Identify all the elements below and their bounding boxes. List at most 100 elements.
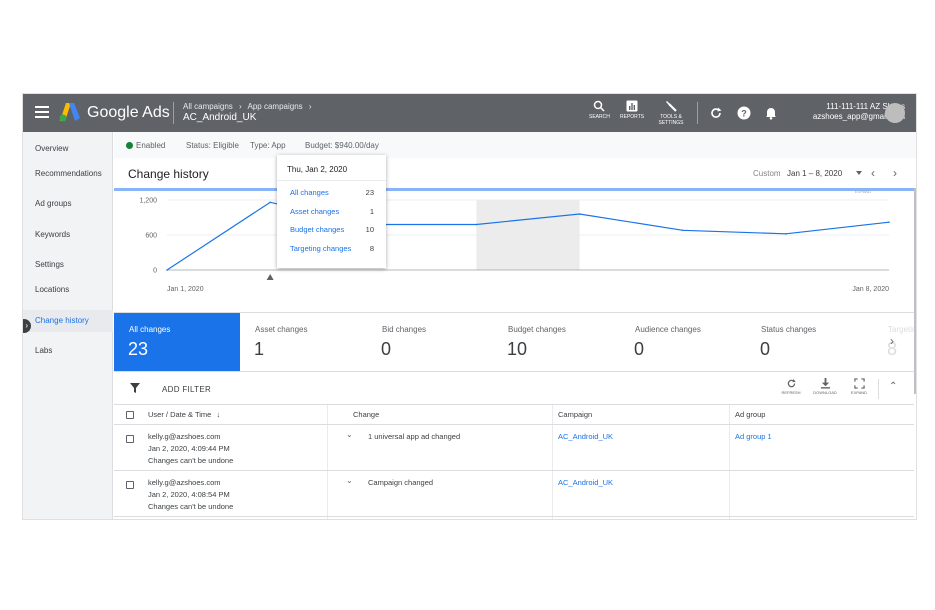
selected-date-marker-icon <box>266 274 274 280</box>
brand-name: Google Ads <box>87 104 170 121</box>
expand-row-chevron-icon[interactable]: ⌄ <box>346 476 353 485</box>
ad-group-link[interactable]: Ad group 1 <box>735 432 772 441</box>
change-description: 1 universal app ad changed <box>368 432 461 441</box>
sidebar-item-settings[interactable]: Settings <box>35 260 64 269</box>
card-value: 23 <box>128 339 149 359</box>
tooltip-row-all-changes[interactable]: All changes 23 <box>290 188 374 198</box>
chart-data-point[interactable] <box>578 213 581 215</box>
filter-icon[interactable] <box>130 383 140 393</box>
campaign-link[interactable]: AC_Android_UK <box>558 432 614 441</box>
tooltip-row-asset-changes[interactable]: Asset changes 1 <box>290 207 374 217</box>
enabled-status[interactable]: Enabled <box>136 141 166 150</box>
breadcrumb-all-campaigns[interactable]: All campaigns <box>183 102 233 111</box>
tooltip-row-targeting-changes[interactable]: Targeting changes 8 <box>290 244 374 254</box>
card-bid-changes[interactable]: Bid changes 0 <box>367 313 493 371</box>
column-divider <box>552 405 553 519</box>
cards-next-chevron-icon[interactable]: › <box>890 334 894 348</box>
chart-data-point[interactable] <box>269 201 271 204</box>
toolbar-divider <box>697 102 698 124</box>
chart-data-point[interactable] <box>888 221 890 223</box>
sidebar-item-ad-groups[interactable]: Ad groups <box>35 199 72 208</box>
row-checkbox[interactable] <box>126 435 134 443</box>
user-datetime-cell: kelly.g@azshoes.com Jan 2, 2020, 4:08:54… <box>148 471 233 517</box>
date-dropdown-caret-icon[interactable] <box>856 171 862 175</box>
user-email: kelly.g@azshoes.com <box>148 478 221 487</box>
reports-button[interactable]: REPORTS <box>620 100 644 120</box>
tooltip-value: 8 <box>369 244 374 253</box>
chart-data-point[interactable] <box>785 233 787 235</box>
card-asset-changes[interactable]: Asset changes 1 <box>240 313 366 371</box>
top-bar: Google Ads All campaigns › App campaigns… <box>23 94 916 132</box>
expand-row-chevron-icon[interactable]: ⌄ <box>346 430 353 439</box>
chart-expand-label[interactable]: EXPAND <box>855 189 872 194</box>
undo-note: Changes can't be undone <box>148 502 234 511</box>
breadcrumb-app-campaigns[interactable]: App campaigns <box>247 102 303 111</box>
expand-button[interactable]: EXPAND <box>846 378 872 395</box>
change-summary-cards: All changes 23 Asset changes 1 Bid chang… <box>114 312 914 372</box>
card-budget-changes[interactable]: Budget changes 10 <box>493 313 619 371</box>
sort-arrow-down-icon[interactable]: ↓ <box>216 410 221 419</box>
user-datetime-cell: kelly.g@azshoes.com Jan 2, 2020, 4:09:44… <box>148 425 233 471</box>
sidebar-item-change-history[interactable]: Change history <box>23 310 113 332</box>
user-email: kelly.g@azshoes.com <box>148 432 221 441</box>
table-row: kelly.g@azshoes.com Jan 2, 2020, 4:08:54… <box>114 471 914 517</box>
refresh-icon[interactable] <box>709 106 723 120</box>
y-axis-tick-label: 1,200 <box>139 198 157 205</box>
chart-top-accent <box>114 188 914 191</box>
card-all-changes[interactable]: All changes 23 <box>114 313 240 371</box>
card-label: Status changes <box>761 325 817 334</box>
add-filter-button[interactable]: ADD FILTER <box>162 385 212 394</box>
menu-icon[interactable] <box>35 106 49 118</box>
column-header-campaign[interactable]: Campaign <box>558 410 593 419</box>
chart-data-point[interactable] <box>681 229 684 232</box>
tools-settings-button[interactable]: TOOLS & SETTINGS <box>657 100 685 126</box>
brand-divider <box>173 102 174 124</box>
card-status-changes[interactable]: Status changes 0 <box>746 313 872 371</box>
column-header-change[interactable]: Change <box>353 410 380 419</box>
google-ads-app: Google Ads All campaigns › App campaigns… <box>22 93 917 520</box>
chart-data-point[interactable] <box>475 223 478 226</box>
sidebar-collapse-chevron-icon[interactable]: › <box>23 319 31 333</box>
date-range-value[interactable]: Jan 1 – 8, 2020 <box>787 169 843 178</box>
refresh-button[interactable]: REFRESH <box>778 378 804 395</box>
column-divider <box>729 405 730 519</box>
card-targeting-changes[interactable]: Targetin 8 <box>873 313 914 371</box>
sidebar-item-labs[interactable]: Labs <box>35 346 53 355</box>
page-title: Change history <box>128 167 209 181</box>
column-header-user[interactable]: User / Date & Time ↓ <box>148 405 220 425</box>
card-value: 10 <box>507 339 528 359</box>
sidebar-item-overview[interactable]: Overview <box>35 144 69 153</box>
column-header-ad-group[interactable]: Ad group <box>735 410 766 419</box>
chart-data-point[interactable] <box>166 269 168 271</box>
y-axis-tick-label: 0 <box>153 268 157 275</box>
search-button[interactable]: SEARCH <box>589 100 610 120</box>
avatar[interactable] <box>885 103 905 123</box>
sidebar-item-recommendations[interactable]: Recommendations <box>35 169 102 178</box>
row-checkbox[interactable] <box>126 481 134 489</box>
account-info[interactable]: 111-111-111 AZ Shoes azshoes_app@gmail.c… <box>793 102 905 122</box>
table-row: kelly.g@azshoes.com Jan 2, 2020, 4:09:44… <box>114 425 914 471</box>
undo-note: Changes can't be undone <box>148 456 234 465</box>
card-audience-changes[interactable]: Audience changes 0 <box>620 313 746 371</box>
sidebar-item-keywords[interactable]: Keywords <box>35 230 71 239</box>
svg-text:?: ? <box>741 109 747 119</box>
vertical-scrollbar[interactable] <box>914 188 916 394</box>
previous-period-chevron-icon[interactable]: ‹ <box>871 166 875 180</box>
search-label: SEARCH <box>589 114 610 120</box>
sidebar-item-locations[interactable]: Locations <box>35 285 70 294</box>
tooltip-label: Targeting changes <box>290 244 352 253</box>
notifications-bell-icon[interactable] <box>764 106 778 120</box>
next-period-chevron-icon[interactable]: › <box>893 166 897 180</box>
campaign-title[interactable]: AC_Android_UK <box>183 112 257 123</box>
tooltip-row-budget-changes[interactable]: Budget changes 10 <box>290 225 374 235</box>
change-history-chart: 1,200 600 0 Jan 1, 2020 Jan 8, 2020 <box>139 198 890 293</box>
fullscreen-icon <box>853 378 865 389</box>
help-icon[interactable]: ? <box>737 106 751 120</box>
collapse-chevron-up-icon[interactable]: ⌃ <box>889 381 898 392</box>
download-button[interactable]: DOWNLOAD <box>812 378 838 395</box>
tooltip-label: Asset changes <box>290 207 340 216</box>
campaign-link[interactable]: AC_Android_UK <box>558 478 614 487</box>
campaign-budget[interactable]: Budget: $940.00/day <box>305 141 379 150</box>
card-label: Targetin <box>888 325 914 334</box>
select-all-checkbox[interactable] <box>126 411 134 419</box>
